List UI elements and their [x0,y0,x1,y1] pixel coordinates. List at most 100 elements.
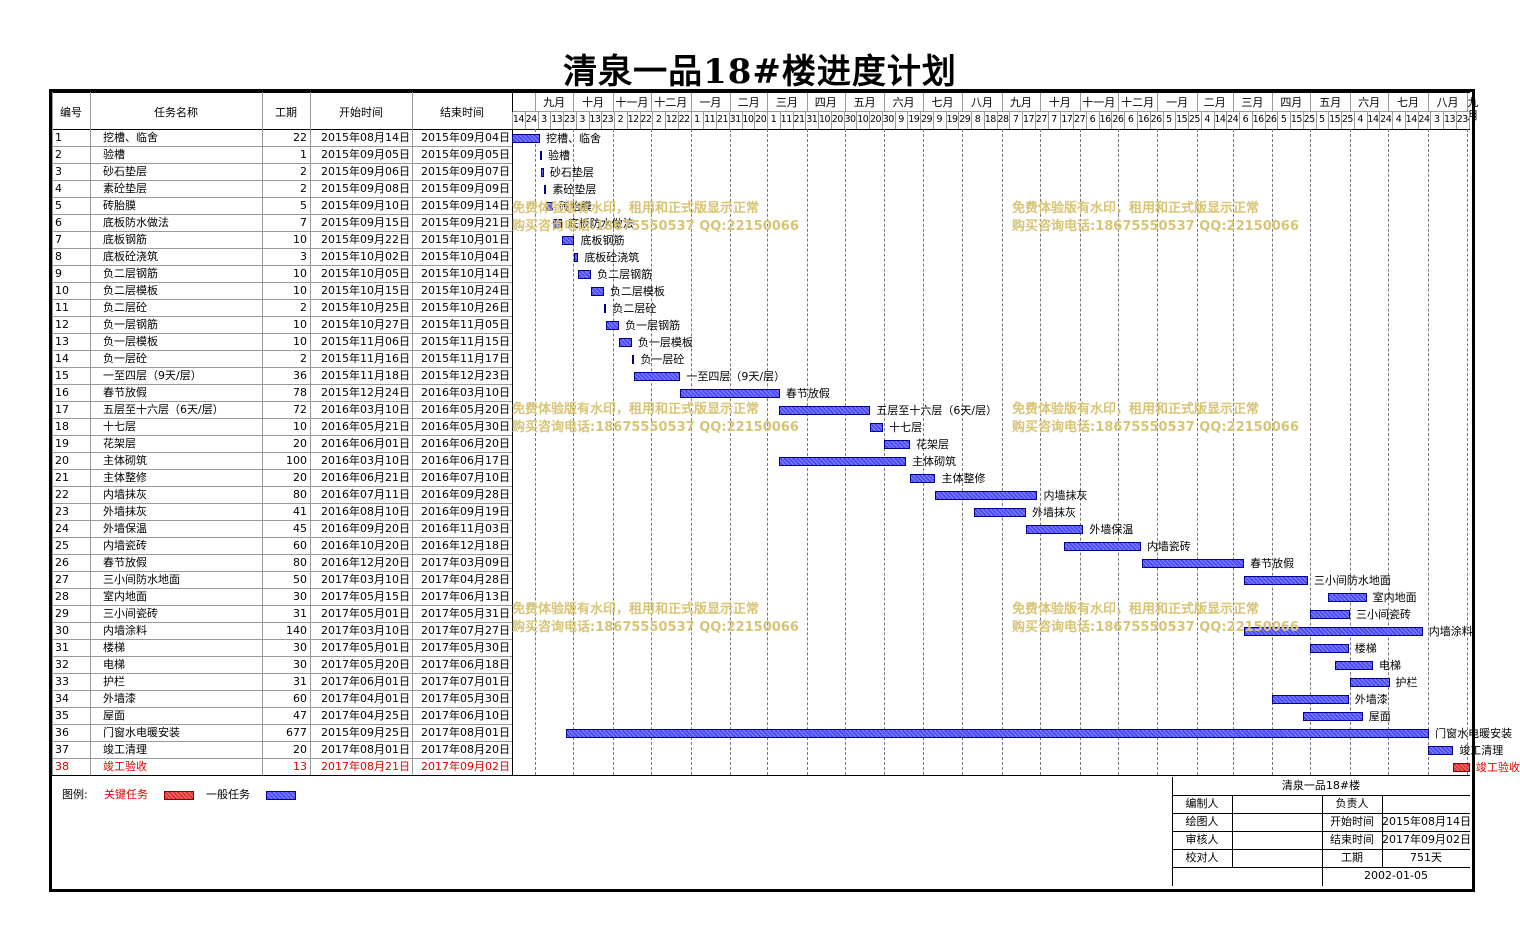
day-tick [1022,112,1024,129]
month-line [1310,93,1312,111]
column-line [412,92,413,775]
task-name: 砂石垫层 [103,165,147,178]
timeline-month: 六月 [1358,96,1381,109]
timeline-day: 23 [563,114,576,125]
task-id: 37 [55,743,69,756]
watermark-line-2: 购买咨询电话:18675550537 QQ:22150066 [1012,620,1299,635]
column-line [52,92,53,775]
row-line [52,265,512,266]
month-gridline [1117,129,1119,775]
timeline-month: 三月 [1241,96,1264,109]
month-line [1001,93,1003,111]
timeline-day: 25 [1188,114,1201,125]
watermark-line-1: 免费体验版有水印，租用和正式版显示正常 [512,602,760,617]
task-bar [543,185,547,194]
timeline-day: 26 [1112,114,1124,125]
task-name: 一至四层（9天/层） [103,369,202,382]
month-gridline [1272,129,1274,775]
day-tick [537,112,539,129]
month-gridline [962,129,964,775]
month-line [1040,93,1042,111]
task-end: 2017年08月01日 [421,726,510,739]
timeline-day: 19 [946,114,958,125]
info-block-col [1322,795,1323,886]
month-line [1079,93,1081,111]
day-tick [1188,112,1189,129]
task-name: 护栏 [103,675,125,688]
task-duration: 5 [300,199,307,212]
day-tick [703,112,705,129]
task-bar [1334,661,1373,670]
task-start: 2016年07月11日 [321,488,410,501]
day-tick [1392,112,1394,129]
day-tick [1315,112,1317,129]
timeline-month: 十一月 [1082,96,1116,109]
task-name: 楼梯 [103,641,125,654]
task-duration: 7 [300,216,307,229]
task-start: 2017年08月01日 [321,743,410,756]
task-id: 13 [55,335,69,348]
task-start: 2017年08月21日 [321,760,410,773]
task-bar-label: 负二层模板 [609,285,665,298]
task-bar-label: 楼梯 [1354,642,1377,655]
task-start: 2017年03月10日 [321,573,410,586]
task-id: 36 [55,726,69,739]
task-bar [973,508,1026,517]
day-tick [907,112,909,129]
month-gridline [534,129,536,775]
task-name: 底板防水做法 [103,216,169,229]
task-bar [1310,644,1349,653]
timeline-month: 八月 [1436,96,1459,109]
header-name: 任务名称 [154,106,198,119]
month-line [1427,93,1429,111]
task-duration: 41 [293,505,307,518]
row-line [52,503,512,504]
day-tick [1302,112,1304,129]
task-bar-label: 内墙涂料 [1428,625,1473,638]
day-tick [818,112,820,129]
task-id: 4 [55,182,62,195]
task-duration: 30 [293,590,307,603]
month-gridline [884,129,886,775]
task-end: 2016年11月03日 [421,522,510,535]
task-start: 2017年04月25日 [321,709,410,722]
timeline-day: 14 [1405,114,1418,125]
task-bar-label: 底板防水做法 [567,217,634,230]
info-checker-label: 校对人 [1185,851,1219,864]
row-line [52,282,512,283]
timeline-day: 17 [1023,114,1035,125]
task-name: 三小间瓷砖 [103,607,158,620]
task-duration: 72 [293,403,307,416]
month-line [962,93,964,111]
timeline-month: 一月 [699,96,722,109]
watermark-line-1: 免费体验版有水印，租用和正式版显示正常 [1012,402,1260,417]
day-tick [1251,112,1253,129]
task-duration: 20 [293,743,307,756]
task-bar-label: 春节放假 [785,387,830,400]
task-start: 2017年05月01日 [321,641,410,654]
month-gridline [922,129,924,775]
month-line [1157,93,1159,111]
day-tick [996,112,998,129]
timeline-day: 6 [1089,114,1096,125]
month-gridline [1467,129,1469,775]
watermark-line-1: 免费体验版有水印，租用和正式版显示正常 [1012,602,1260,617]
day-tick [512,112,513,129]
day-tick [563,112,565,129]
timeline-day: 25 [1303,114,1316,125]
task-id: 1 [55,131,62,144]
day-tick [932,112,934,129]
month-gridline [1040,129,1042,775]
timeline-month: 二月 [1203,96,1226,109]
timeline-day: 29 [959,114,971,125]
timeline-day: 4 [1395,114,1402,125]
day-tick [1443,112,1445,129]
timeline-day: 19 [908,114,920,125]
month-line [1467,93,1469,111]
task-name: 挖槽、临舍 [103,131,158,144]
timeline-day: 10 [857,114,869,125]
task-bar-label: 砂石垫层 [549,166,594,179]
timeline-day: 11 [704,114,716,125]
task-id: 16 [55,386,69,399]
task-start: 2015年11月16日 [321,352,410,365]
